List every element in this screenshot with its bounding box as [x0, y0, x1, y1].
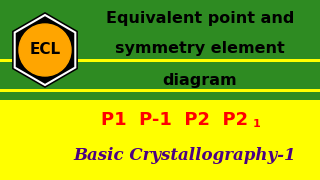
Text: Basic Crystallography-1: Basic Crystallography-1 — [74, 147, 296, 163]
Polygon shape — [12, 12, 78, 88]
Text: diagram: diagram — [163, 73, 237, 87]
Text: ECL: ECL — [29, 42, 60, 57]
Text: Equivalent point and: Equivalent point and — [106, 10, 294, 26]
Circle shape — [19, 24, 71, 76]
Text: 1: 1 — [253, 119, 261, 129]
Text: symmetry element: symmetry element — [115, 42, 285, 57]
FancyBboxPatch shape — [0, 89, 320, 92]
FancyBboxPatch shape — [0, 0, 320, 100]
Text: P1  P-1  P2  P2: P1 P-1 P2 P2 — [101, 111, 249, 129]
FancyBboxPatch shape — [0, 59, 320, 62]
